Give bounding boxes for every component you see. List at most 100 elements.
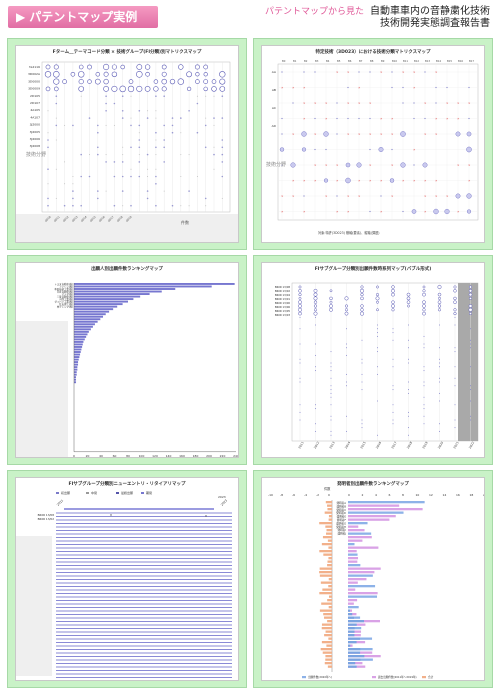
bar-right-overlay <box>348 616 355 619</box>
tick-label: 0 <box>348 493 350 497</box>
tick-label: 16 <box>456 493 460 497</box>
bar-right-overlay <box>348 644 351 647</box>
bar-label: 三菱自動車(株) <box>57 295 73 299</box>
bubble <box>439 347 440 349</box>
bubble <box>330 392 332 394</box>
bar-right <box>348 613 357 616</box>
bubble <box>281 133 283 135</box>
bubble <box>298 293 302 297</box>
bubble <box>422 311 426 316</box>
bubble <box>470 339 471 341</box>
col-label: B14 <box>436 59 441 63</box>
bubble <box>281 164 283 166</box>
tick-label: 120 <box>152 454 158 458</box>
bar-left <box>322 651 332 654</box>
bar-left <box>328 637 332 640</box>
bubble <box>105 161 107 163</box>
bar-left <box>321 602 332 605</box>
tick-label: 6 <box>389 493 391 497</box>
bubble <box>121 117 124 119</box>
bar-left <box>328 606 332 609</box>
bar-right <box>348 501 425 504</box>
bar-label: トヨタ自動車(株) <box>54 282 73 286</box>
bubble <box>377 373 378 375</box>
bar-right-overlay <box>348 665 357 668</box>
bubble <box>70 72 76 77</box>
row-label: AB <box>272 88 276 92</box>
bubble <box>155 154 157 156</box>
bubble <box>64 161 66 163</box>
bubble <box>299 411 301 413</box>
bar-right <box>348 588 356 591</box>
bubble <box>205 205 207 207</box>
bubble <box>47 204 49 207</box>
bubble <box>213 117 215 119</box>
bar-left <box>319 609 332 612</box>
bubble <box>360 304 364 308</box>
col-label: B15 <box>447 59 452 63</box>
cross-mark: × <box>325 101 328 105</box>
bubble <box>121 175 124 178</box>
bubble <box>299 419 301 421</box>
row-label: 4A107 <box>30 115 40 119</box>
bubble <box>408 324 409 326</box>
bar-right <box>348 599 358 602</box>
bubble <box>155 183 157 185</box>
bubble <box>377 328 378 330</box>
year-label: 2012 <box>313 441 320 450</box>
bar-left <box>319 592 332 595</box>
bubble <box>78 86 85 92</box>
col-label: B1 <box>293 59 297 63</box>
bar-left <box>323 553 332 556</box>
tick-label: 160 <box>179 454 185 458</box>
bubble <box>361 427 363 429</box>
legend-swatch <box>422 676 426 679</box>
bubble <box>171 204 174 207</box>
bubble <box>63 204 66 207</box>
bubble <box>466 146 472 153</box>
bubble <box>437 284 442 290</box>
cross-mark: × <box>292 194 295 198</box>
bar <box>74 346 83 348</box>
bubble <box>105 102 107 105</box>
bubble <box>408 339 409 341</box>
tick-label: 4 <box>375 493 377 497</box>
bubble <box>469 312 472 316</box>
bubble <box>408 392 409 394</box>
bubble <box>103 71 109 77</box>
bar-right <box>348 648 373 651</box>
bubble <box>346 430 347 432</box>
col-label: G019 <box>125 215 133 223</box>
bubble <box>219 78 226 85</box>
bubble <box>130 124 132 127</box>
title-line2: 技術開発実態調査報告書 <box>380 18 490 29</box>
bar-left <box>325 658 332 661</box>
bubble <box>468 307 473 312</box>
row-label: 2D107 <box>30 101 40 105</box>
cross-mark: × <box>391 163 394 167</box>
bubble <box>78 64 84 70</box>
bar-left <box>319 522 332 525</box>
bubble <box>376 308 379 312</box>
bar-right <box>348 518 390 521</box>
bar-right-overlay <box>348 658 361 661</box>
bar-left <box>327 560 332 563</box>
bubble <box>303 195 305 197</box>
cross-mark: × <box>435 194 438 198</box>
cross-mark: × <box>380 70 383 74</box>
col-label: G016 <box>98 215 106 223</box>
bubble <box>130 146 132 149</box>
bubble <box>336 117 338 120</box>
bubble <box>361 419 363 421</box>
bubble <box>392 389 394 391</box>
panel-title: FIサブグループ分類別出願件数時系列マップ(バブル形式) <box>314 267 432 272</box>
cross-mark: × <box>424 210 427 214</box>
bubble <box>336 195 338 197</box>
row-label: 4A105 <box>30 108 40 112</box>
bar-left <box>324 634 332 637</box>
bubble <box>155 95 157 97</box>
bubble <box>468 289 473 293</box>
bubble <box>113 175 116 178</box>
year-label: 2014 <box>344 441 351 450</box>
bubble <box>439 362 440 364</box>
